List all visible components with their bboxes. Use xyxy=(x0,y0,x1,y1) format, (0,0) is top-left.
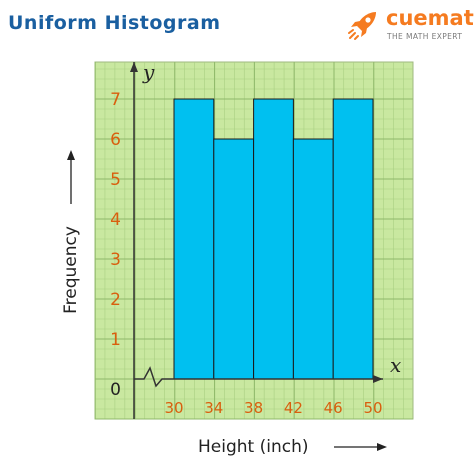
x-tick-label: 46 xyxy=(324,399,343,417)
y-tick-label: 2 xyxy=(110,290,121,310)
x-axis-letter: x xyxy=(390,353,401,377)
x-tick-label: 34 xyxy=(204,399,223,417)
y-tick-label: 7 xyxy=(110,90,121,110)
y-axis-direction-arrow xyxy=(67,150,75,204)
bars xyxy=(173,98,374,380)
y-tick-label: 1 xyxy=(110,330,121,350)
chart-title: Uniform Histogram xyxy=(8,12,221,34)
y-axis-label: Frequency xyxy=(61,226,81,314)
x-tick-label: 42 xyxy=(284,399,303,417)
brand-name: cuemath xyxy=(386,6,474,30)
x-tick-label: 38 xyxy=(244,399,263,417)
y-axis-title: Frequency xyxy=(61,226,81,314)
rocket-icon xyxy=(346,8,380,47)
x-tick-label: 50 xyxy=(363,399,382,417)
y-tick-label: 0 xyxy=(110,380,121,400)
y-tick-label: 4 xyxy=(110,210,121,230)
histogram-bar-1 xyxy=(173,98,215,380)
x-axis-direction-arrow xyxy=(334,443,387,451)
brand-logo[interactable]: cuemath THE MATH EXPERT xyxy=(346,6,474,47)
y-axis-letter: y xyxy=(142,60,155,84)
x-axis-arrowhead xyxy=(373,375,383,383)
histogram-bar-3 xyxy=(253,98,294,380)
histogram-bar-2 xyxy=(213,138,255,380)
y-axis-arrowhead xyxy=(130,62,138,72)
y-tick-label: 3 xyxy=(110,250,121,270)
y-tick-label: 5 xyxy=(110,170,121,190)
brand-tagline: THE MATH EXPERT xyxy=(387,32,463,41)
x-axis-label: Height (inch) xyxy=(198,437,308,457)
axes xyxy=(130,62,383,419)
histogram-bar-5 xyxy=(332,98,374,380)
y-tick-label: 6 xyxy=(110,130,121,150)
axis-break xyxy=(134,366,174,388)
x-tick-label: 30 xyxy=(164,399,183,417)
histogram-bar-4 xyxy=(292,138,334,380)
